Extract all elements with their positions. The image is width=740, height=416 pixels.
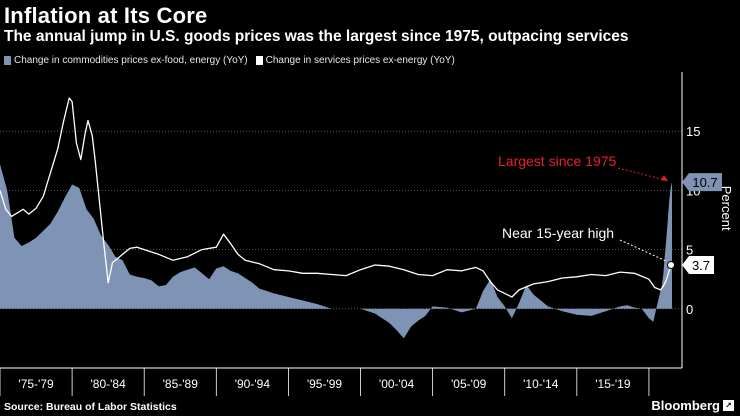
- legend-item-services: Change in services prices ex-energy (YoY…: [255, 55, 455, 66]
- y-axis-title: Percent: [719, 186, 734, 231]
- legend-label-goods: Change in commodities prices ex-food, en…: [14, 55, 248, 66]
- brand-name: Bloomberg: [651, 398, 720, 413]
- legend: Change in commodities prices ex-food, en…: [4, 55, 463, 66]
- legend-swatch-goods: [4, 56, 11, 65]
- annotation-arrow-goods: [617, 167, 667, 181]
- x-tick-label-7: '10-'14: [523, 377, 559, 391]
- chart-title: Inflation at Its Core: [4, 3, 208, 28]
- x-tick-label-0: '75-'79: [18, 377, 54, 391]
- series-line-services: [0, 97, 673, 298]
- x-tick-label-6: '05-'09: [451, 377, 487, 391]
- x-tick-label-2: '85-'89: [163, 377, 199, 391]
- legend-swatch-services: [255, 56, 263, 65]
- end-label-badge-services: [682, 255, 714, 274]
- y-tick-label-5: 5: [686, 243, 693, 258]
- end-label-services: 3.7: [692, 258, 710, 273]
- annotation-largest-since-1975: Largest since 1975: [498, 153, 617, 169]
- annotation-near-15-year-high: Near 15-year high: [502, 225, 614, 241]
- brand-logo: Bloomberg ↗: [651, 398, 734, 413]
- legend-label-services: Change in services prices ex-energy (YoY…: [265, 55, 455, 66]
- y-tick-label-15: 15: [686, 124, 700, 139]
- annotation-arrowhead-goods: [661, 175, 668, 182]
- series-area-goods: [0, 164, 672, 339]
- y-tick-label-0: 0: [686, 302, 693, 317]
- x-tick-label-8: '15-'19: [595, 377, 631, 391]
- end-label-badge-goods: [682, 173, 722, 192]
- annotation-arrow-services: [619, 239, 667, 262]
- x-tick-label-4: '95-'99: [307, 377, 343, 391]
- source-note: Source: Bureau of Labor Statistics: [4, 401, 177, 413]
- x-tick-label-1: '80-'84: [91, 377, 127, 391]
- services-end-marker: [667, 260, 675, 269]
- chart-subtitle: The annual jump in U.S. goods prices was…: [4, 28, 629, 45]
- x-tick-label-3: '90-'94: [235, 377, 271, 391]
- end-label-goods: 10.7: [692, 175, 717, 190]
- brand-mark-icon: ↗: [723, 400, 734, 411]
- legend-item-goods: Change in commodities prices ex-food, en…: [4, 55, 248, 66]
- x-tick-label-5: '00-'04: [379, 377, 415, 391]
